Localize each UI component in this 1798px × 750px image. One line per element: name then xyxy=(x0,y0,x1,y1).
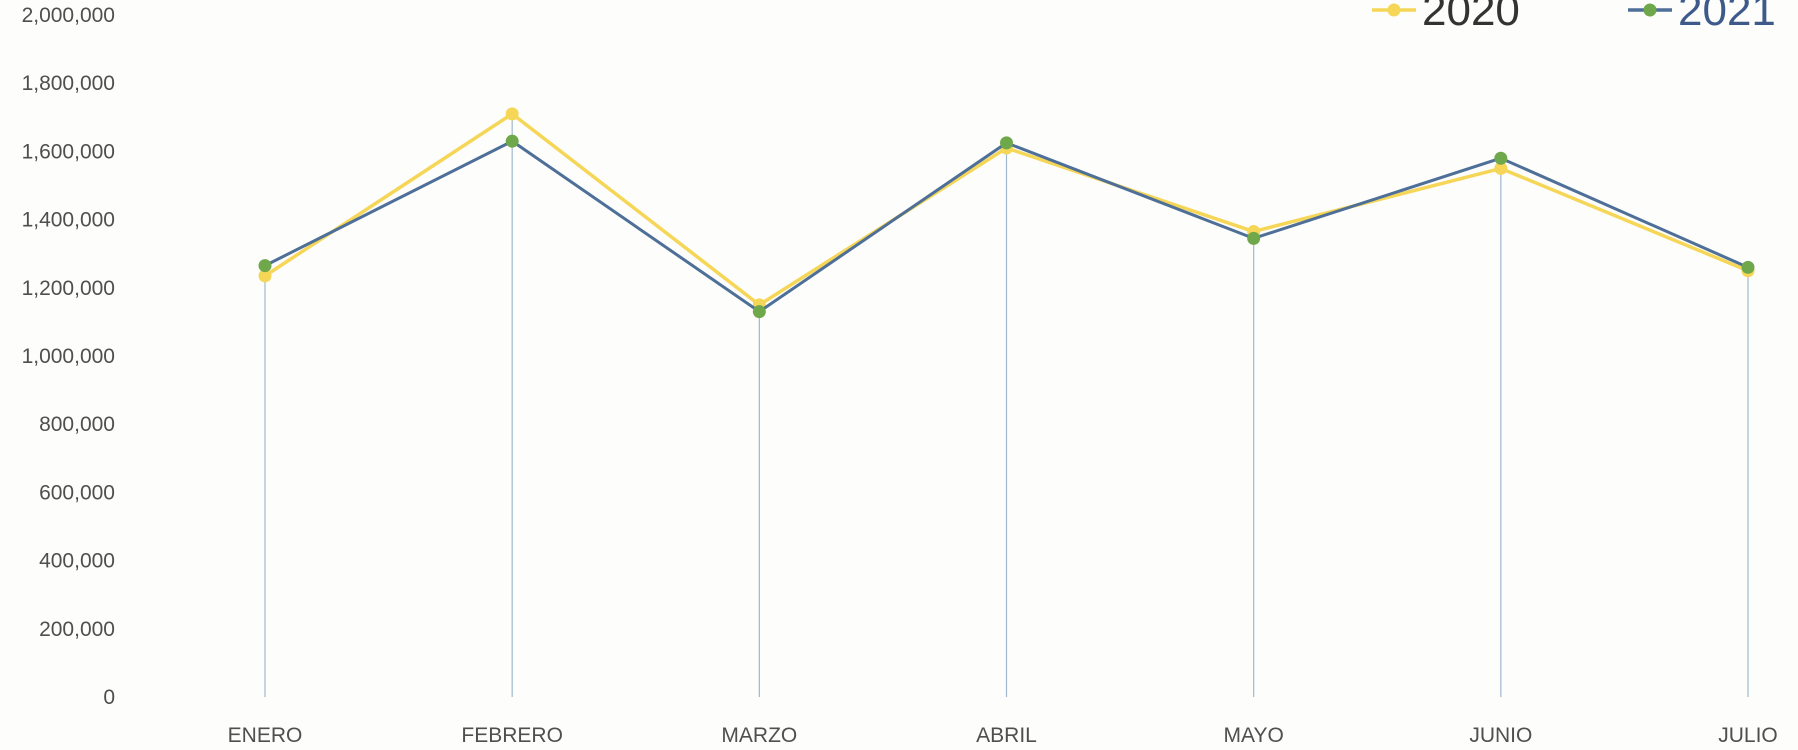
point-2021-enero xyxy=(258,259,272,273)
y-tick-label: 1,000,000 xyxy=(22,345,115,368)
x-tick-label-marzo: MARZO xyxy=(721,724,797,747)
y-tick-label: 400,000 xyxy=(39,550,115,573)
x-tick-label-abril: ABRIL xyxy=(976,724,1037,747)
point-2020-febrero xyxy=(505,107,519,121)
legend-swatch-marker-2020 xyxy=(1387,3,1401,17)
y-tick-label: 1,600,000 xyxy=(22,140,115,163)
x-axis-ticks: ENERO FEBRERO MARZO ABRIL MAYO JUNIO JULIO xyxy=(228,724,1778,747)
drop-lines xyxy=(264,113,1749,697)
legend-swatch-marker-2021 xyxy=(1643,3,1657,17)
legend-label-2021: 2021 xyxy=(1678,0,1776,35)
point-2021-marzo xyxy=(752,305,766,319)
series-layer xyxy=(258,107,1755,319)
x-tick-label-julio: JULIO xyxy=(1718,724,1778,747)
point-2020-junio xyxy=(1494,161,1508,175)
y-tick-label: 2,000,000 xyxy=(22,4,115,27)
y-tick-label: 200,000 xyxy=(39,618,115,641)
y-axis-ticks: 0 200,000 400,000 600,000 800,000 1,000,000 1,… xyxy=(22,4,115,709)
point-2020-enero xyxy=(258,269,272,283)
y-tick-label: 600,000 xyxy=(39,481,115,504)
y-tick-label: 800,000 xyxy=(39,413,115,436)
x-tick-label-mayo: MAYO xyxy=(1224,724,1284,747)
point-2021-febrero xyxy=(505,134,519,148)
point-2021-julio xyxy=(1741,260,1755,274)
y-tick-label: 0 xyxy=(103,686,115,709)
y-tick-label: 1,800,000 xyxy=(22,72,115,95)
point-2021-abril xyxy=(1000,136,1013,150)
legend: 2020 2021 xyxy=(1372,0,1776,35)
x-tick-label-enero: ENERO xyxy=(228,724,303,747)
x-tick-label-febrero: FEBRERO xyxy=(461,724,563,747)
y-tick-label: 1,400,000 xyxy=(22,209,115,232)
legend-label-2020: 2020 xyxy=(1422,0,1520,35)
point-2021-junio xyxy=(1494,151,1508,165)
x-tick-label-junio: JUNIO xyxy=(1469,724,1532,747)
point-2021-mayo xyxy=(1247,231,1261,245)
y-tick-label: 1,200,000 xyxy=(22,277,115,300)
